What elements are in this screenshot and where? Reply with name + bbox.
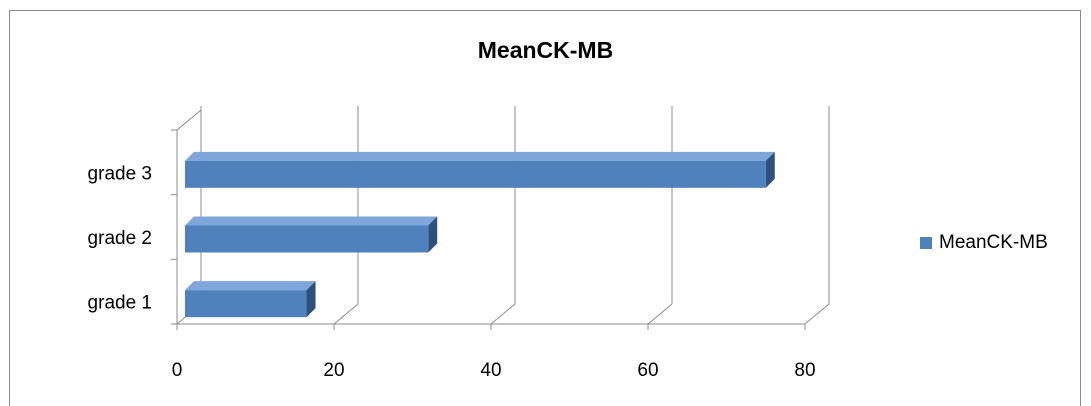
bar bbox=[185, 225, 429, 253]
bar bbox=[185, 160, 766, 188]
legend-swatch bbox=[920, 237, 932, 249]
y-tick-label: grade 1 bbox=[88, 293, 152, 314]
floor-gridline bbox=[804, 303, 830, 325]
x-tick-label: 40 bbox=[480, 360, 501, 381]
y-tick-label: grade 3 bbox=[88, 163, 152, 184]
legend-label: MeanCK-MB bbox=[939, 232, 1048, 253]
x-tick-label: 20 bbox=[323, 360, 344, 381]
x-tick-label: 80 bbox=[794, 360, 815, 381]
bar-top-face bbox=[185, 151, 775, 161]
bar-top-face bbox=[185, 216, 438, 226]
y-axis-top-edge bbox=[176, 109, 202, 131]
legend: MeanCK-MB bbox=[920, 232, 1048, 254]
floor-gridline bbox=[490, 303, 516, 325]
bar bbox=[185, 290, 307, 318]
chart-title: MeanCK-MB bbox=[477, 37, 614, 63]
floor-gridline bbox=[647, 303, 673, 325]
bar-side-face bbox=[428, 216, 438, 253]
floor-gridline bbox=[333, 303, 359, 325]
x-tick-label: 60 bbox=[637, 360, 658, 381]
bar-side-face bbox=[306, 281, 316, 318]
chart-frame bbox=[9, 10, 1081, 406]
bar-top-face bbox=[185, 281, 316, 291]
x-tick-label: 0 bbox=[172, 360, 183, 381]
bar-side-face bbox=[765, 151, 775, 188]
y-tick-label: grade 2 bbox=[88, 228, 152, 249]
